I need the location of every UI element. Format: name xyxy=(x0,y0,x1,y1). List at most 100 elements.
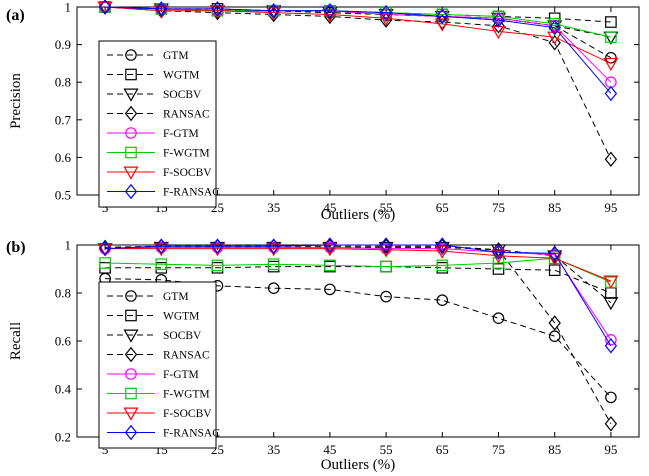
data-point-f-ransac xyxy=(267,3,280,19)
legend-label-f-ransac: F-RANSAC xyxy=(163,428,220,440)
y-tick-label: 0.8 xyxy=(55,286,71,301)
legend-label-f-wgtm: F-WGTM xyxy=(163,148,210,160)
x-axis-title: Outliers (%) xyxy=(321,207,396,223)
data-point-f-ransac xyxy=(267,238,280,254)
legend-label-ransac: RANSAC xyxy=(163,350,210,362)
legend-label-socbv: SOCBV xyxy=(163,89,202,101)
data-point-f-wgtm xyxy=(380,260,392,273)
data-point-f-socbv xyxy=(97,1,113,15)
data-point-f-ransac xyxy=(98,240,112,257)
data-point-f-socbv xyxy=(434,245,450,259)
legend-label-f-gtm: F-GTM xyxy=(163,369,199,381)
legend-marker-f-wgtm xyxy=(125,387,137,400)
x-tick-label: 95 xyxy=(604,200,617,215)
data-point-ransac xyxy=(492,18,505,34)
data-point-ransac xyxy=(379,238,393,254)
series-f-ransac xyxy=(98,237,618,354)
x-tick-label: 65 xyxy=(436,200,449,215)
series-f-wgtm xyxy=(99,252,617,288)
data-point-f-wgtm xyxy=(267,258,280,270)
data-point-f-wgtm xyxy=(605,31,617,43)
x-tick-label: 85 xyxy=(548,200,561,215)
legend-box xyxy=(98,281,217,449)
series-line-f-socbv xyxy=(105,6,612,64)
x-tick-label: 55 xyxy=(380,200,393,215)
y-tick-label: 0.5 xyxy=(55,188,71,203)
legend-label-f-ransac: F-RANSAC xyxy=(163,187,220,199)
x-tick-label: 45 xyxy=(323,442,336,457)
legend-label-wgtm: WGTM xyxy=(163,311,199,323)
chart-panel-b: 5 15 25 35 45 55 65 75 85 950.20.40.60.81Outliers… xyxy=(6,237,640,473)
legend-marker-f-wgtm xyxy=(125,146,137,159)
y-tick-label: 0.7 xyxy=(55,112,72,127)
data-point-f-ransac xyxy=(436,237,449,253)
legend-label-f-socbv: F-SOCBV xyxy=(163,408,212,420)
data-point-f-ransac xyxy=(548,245,561,262)
data-point-ransac xyxy=(436,238,449,254)
y-tick-label: 1 xyxy=(65,238,72,253)
legend-label-socbv: SOCBV xyxy=(163,330,202,342)
series-line-f-socbv xyxy=(105,248,612,282)
data-point-gtm xyxy=(492,312,505,324)
data-point-f-socbv xyxy=(378,12,394,26)
data-point-f-gtm xyxy=(380,242,392,255)
data-point-f-ransac xyxy=(379,237,393,253)
series-line-wgtm xyxy=(105,266,612,294)
data-point-f-wgtm xyxy=(324,259,336,272)
data-point-f-ransac xyxy=(323,237,337,253)
series-line-f-ransac xyxy=(105,6,612,94)
legend-label-wgtm: WGTM xyxy=(163,70,199,82)
data-point-gtm xyxy=(380,290,392,303)
data-point-f-wgtm xyxy=(492,10,505,23)
data-point-f-ransac xyxy=(379,4,393,21)
data-point-f-socbv xyxy=(490,250,507,264)
data-point-f-ransac xyxy=(604,338,618,354)
data-point-f-wgtm xyxy=(99,257,111,269)
panel-label: (b) xyxy=(6,239,26,256)
series-line-f-ransac xyxy=(105,244,612,347)
legend-label-gtm: GTM xyxy=(163,291,189,303)
x-tick-label: 75 xyxy=(492,442,505,457)
legend-marker-gtm xyxy=(125,49,137,61)
legend-marker-f-ransac xyxy=(124,183,138,200)
data-point-gtm xyxy=(324,283,336,296)
data-point-gtm xyxy=(267,282,280,294)
data-point-f-wgtm xyxy=(548,18,561,30)
legend-marker-f-socbv xyxy=(123,166,139,180)
data-point-f-wgtm xyxy=(155,258,168,270)
data-point-ransac xyxy=(604,416,618,432)
chart-panel-a: 51525354555657585950.50.60.70.80.91Outli… xyxy=(6,0,640,223)
y-tick-label: 0.9 xyxy=(55,37,71,52)
data-point-f-socbv xyxy=(322,9,338,23)
legend-box xyxy=(98,40,217,208)
data-point-ransac xyxy=(548,34,561,51)
y-tick-label: 0.6 xyxy=(55,334,72,349)
data-point-f-ransac xyxy=(211,238,224,254)
data-point-f-ransac xyxy=(492,244,505,260)
data-point-ransac xyxy=(548,315,561,331)
data-point-ransac xyxy=(492,242,505,258)
data-point-f-wgtm xyxy=(211,259,224,272)
data-point-f-socbv xyxy=(603,57,619,72)
legend-marker-f-gtm xyxy=(125,127,137,139)
data-point-f-ransac xyxy=(436,8,449,25)
x-tick-label: 35 xyxy=(267,200,280,215)
legend-label-ransac: RANSAC xyxy=(163,109,210,121)
legend-marker-gtm xyxy=(125,290,137,302)
legend-marker-wgtm xyxy=(125,309,137,322)
legend-marker-f-gtm xyxy=(125,368,137,380)
series-line-f-gtm xyxy=(105,246,612,341)
data-point-f-ransac xyxy=(323,3,337,19)
plot-area-frame xyxy=(76,6,640,196)
data-point-f-socbv xyxy=(322,243,338,257)
y-tick-label: 0.8 xyxy=(55,75,71,90)
x-tick-label: 95 xyxy=(604,442,617,457)
data-point-gtm xyxy=(436,294,449,306)
series-f-wgtm xyxy=(99,1,617,43)
data-point-gtm xyxy=(548,330,561,342)
data-point-f-socbv xyxy=(547,31,563,45)
data-point-f-ransac xyxy=(548,19,561,36)
data-point-f-ransac xyxy=(492,12,505,28)
legend-marker-f-ransac xyxy=(124,424,138,441)
